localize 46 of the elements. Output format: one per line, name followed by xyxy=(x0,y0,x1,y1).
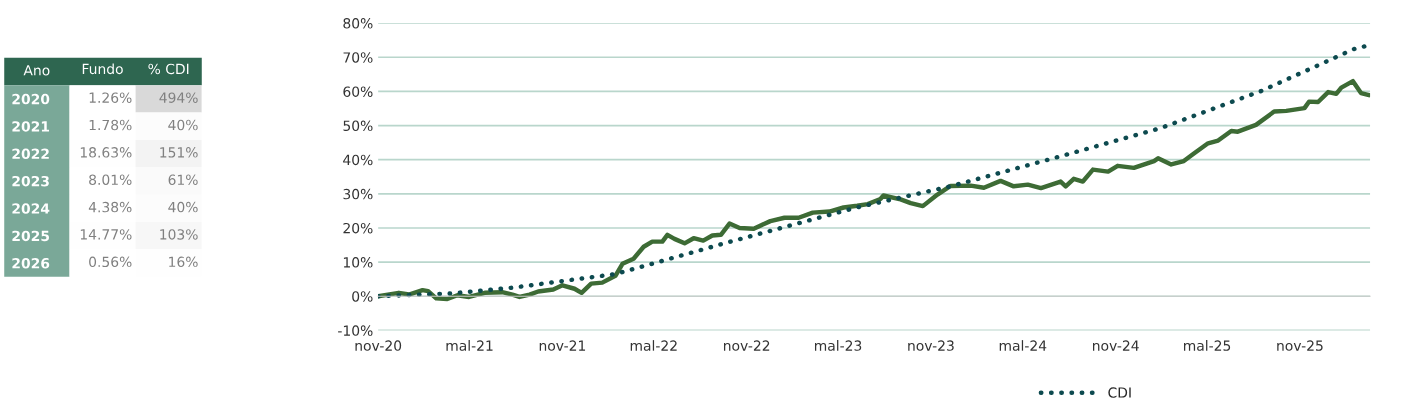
x-tick-label: Fundo xyxy=(82,63,123,75)
data-label: 494% xyxy=(159,92,198,103)
y-tick-label: -10% xyxy=(338,325,373,336)
x-tick-label: nov-21 xyxy=(539,340,586,351)
legend-label: CDI xyxy=(1108,387,1131,398)
data-label: 1.26% xyxy=(89,92,132,103)
data-label: 40% xyxy=(168,119,198,131)
y-tick-label: 40% xyxy=(343,154,373,166)
x-tick-label: mal-24 xyxy=(999,340,1047,351)
x-tick-label: % CDI xyxy=(148,63,189,75)
x-tick-label: mal-21 xyxy=(446,340,493,351)
x-tick-label: mal-23 xyxy=(814,340,862,351)
y-tick-label: 80% xyxy=(343,18,373,29)
x-tick-label: mal-25 xyxy=(1184,340,1231,351)
data-label: 16% xyxy=(169,256,198,268)
y-tick-label: 60% xyxy=(343,86,373,97)
data-label: 14.77% xyxy=(80,229,132,240)
y-tick-label: 20% xyxy=(343,222,373,234)
x-tick-label: mal-22 xyxy=(630,340,677,351)
y-tick-label: 0% xyxy=(352,291,373,302)
data-label: 4.38% xyxy=(88,201,132,213)
data-label: 40% xyxy=(168,201,198,213)
data-label: 8.01% xyxy=(89,174,132,185)
y-tick-label: 70% xyxy=(343,52,373,63)
data-label: 61% xyxy=(168,174,198,185)
x-tick-label: nov-20 xyxy=(355,340,402,351)
data-label: 1.78% xyxy=(89,119,132,131)
data-label: 18.63% xyxy=(80,147,132,158)
y-tick-label: 2021 xyxy=(12,121,50,132)
y-tick-label: 2025 xyxy=(12,230,50,242)
y-tick-label: 2022 xyxy=(12,148,49,160)
y-tick-label: 50% xyxy=(343,120,373,132)
x-tick-label: nov-25 xyxy=(1277,340,1323,351)
y-tick-label: 2024 xyxy=(12,203,50,214)
y-tick-label: 30% xyxy=(343,188,373,200)
data-label: 0.56% xyxy=(89,256,132,268)
x-tick-label: nov-22 xyxy=(723,340,770,351)
y-axis-title: Ano xyxy=(23,65,50,76)
data-label: 103% xyxy=(160,229,198,240)
data-label: 151% xyxy=(160,147,198,158)
y-tick-label: 2026 xyxy=(12,258,50,269)
y-tick-label: 2023 xyxy=(12,175,49,187)
x-tick-label: nov-23 xyxy=(908,340,954,351)
x-tick-label: nov-24 xyxy=(1093,340,1139,351)
y-tick-label: 2020 xyxy=(12,93,50,105)
y-tick-label: 10% xyxy=(343,257,373,268)
